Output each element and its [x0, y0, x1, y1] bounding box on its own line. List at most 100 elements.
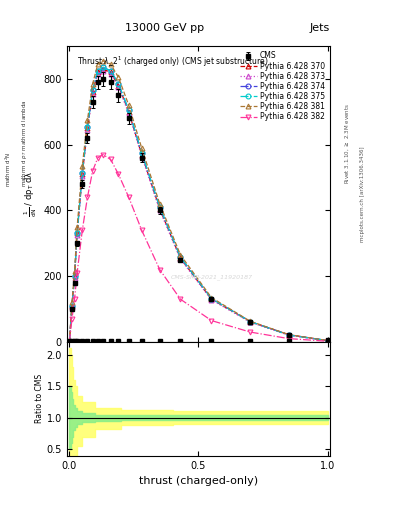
- Line: Pythia 6.428 381: Pythia 6.428 381: [67, 58, 330, 345]
- Pythia 6.428 370: [80, 171, 84, 177]
- Pythia 6.428 375: [325, 337, 330, 344]
- Pythia 6.428 370: [209, 296, 214, 302]
- Pythia 6.428 382: [157, 267, 162, 273]
- Pythia 6.428 370: [127, 109, 131, 115]
- Pythia 6.428 374: [178, 254, 183, 260]
- Pythia 6.428 375: [95, 68, 100, 74]
- Pythia 6.428 370: [75, 230, 79, 237]
- Pythia 6.428 374: [108, 68, 113, 74]
- Pythia 6.428 374: [127, 107, 131, 113]
- Pythia 6.428 382: [116, 171, 121, 177]
- Pythia 6.428 373: [67, 339, 72, 345]
- Pythia 6.428 382: [75, 270, 79, 276]
- Pythia 6.428 374: [75, 230, 79, 237]
- Pythia 6.428 373: [85, 127, 90, 133]
- Pythia 6.428 373: [248, 319, 252, 325]
- Pythia 6.428 382: [101, 152, 105, 158]
- Pythia 6.428 374: [116, 81, 121, 87]
- Pythia 6.428 374: [157, 204, 162, 210]
- Pythia 6.428 381: [178, 252, 183, 258]
- Pythia 6.428 375: [286, 332, 291, 338]
- Pythia 6.428 373: [90, 91, 95, 97]
- Pythia 6.428 381: [80, 163, 84, 169]
- Pythia 6.428 382: [70, 316, 74, 322]
- Pythia 6.428 370: [72, 273, 77, 279]
- Text: mathrm d$^2$N

mathrm d $p_T$ mathrm d lambda: mathrm d$^2$N mathrm d $p_T$ mathrm d la…: [4, 99, 29, 187]
- Line: Pythia 6.428 373: Pythia 6.428 373: [67, 68, 330, 345]
- Pythia 6.428 370: [67, 339, 72, 345]
- Pythia 6.428 381: [127, 102, 131, 109]
- Pythia 6.428 381: [157, 201, 162, 207]
- Pythia 6.428 370: [248, 318, 252, 325]
- X-axis label: thrust (charged-only): thrust (charged-only): [139, 476, 258, 486]
- Pythia 6.428 381: [70, 300, 74, 306]
- Pythia 6.428 374: [80, 169, 84, 176]
- Pythia 6.428 381: [101, 58, 105, 64]
- Pythia 6.428 382: [108, 156, 113, 162]
- Pythia 6.428 382: [325, 338, 330, 344]
- Pythia 6.428 375: [178, 254, 183, 260]
- Pythia 6.428 370: [108, 69, 113, 75]
- Pythia 6.428 370: [85, 125, 90, 131]
- Pythia 6.428 373: [80, 173, 84, 179]
- Pythia 6.428 370: [157, 206, 162, 212]
- Pythia 6.428 373: [139, 153, 144, 159]
- Pythia 6.428 375: [157, 204, 162, 210]
- Pythia 6.428 373: [178, 256, 183, 262]
- Pythia 6.428 374: [209, 295, 214, 302]
- Y-axis label: Ratio to CMS: Ratio to CMS: [35, 374, 44, 423]
- Pythia 6.428 374: [72, 273, 77, 279]
- Pythia 6.428 375: [70, 303, 74, 309]
- Pythia 6.428 381: [286, 332, 291, 338]
- Line: Pythia 6.428 374: Pythia 6.428 374: [67, 65, 330, 345]
- Pythia 6.428 370: [95, 69, 100, 75]
- Pythia 6.428 375: [72, 273, 77, 279]
- Pythia 6.428 370: [116, 82, 121, 89]
- Pythia 6.428 373: [95, 71, 100, 77]
- Pythia 6.428 375: [108, 68, 113, 74]
- Pythia 6.428 382: [178, 296, 183, 302]
- Pythia 6.428 381: [108, 61, 113, 67]
- Pythia 6.428 382: [139, 227, 144, 233]
- Pythia 6.428 382: [85, 194, 90, 200]
- Line: Pythia 6.428 370: Pythia 6.428 370: [67, 67, 330, 345]
- Pythia 6.428 375: [139, 150, 144, 156]
- Pythia 6.428 374: [70, 303, 74, 309]
- Pythia 6.428 370: [139, 152, 144, 158]
- Pythia 6.428 381: [116, 74, 121, 80]
- Line: Pythia 6.428 375: Pythia 6.428 375: [67, 65, 330, 345]
- Pythia 6.428 373: [70, 304, 74, 310]
- Pythia 6.428 382: [95, 155, 100, 161]
- Pythia 6.428 374: [85, 123, 90, 130]
- Text: CMS-SMP-2021_11920187: CMS-SMP-2021_11920187: [171, 274, 253, 280]
- Pythia 6.428 381: [209, 294, 214, 301]
- Pythia 6.428 375: [80, 169, 84, 176]
- Pythia 6.428 370: [101, 66, 105, 72]
- Pythia 6.428 370: [70, 303, 74, 309]
- Pythia 6.428 373: [108, 71, 113, 77]
- Pythia 6.428 381: [75, 224, 79, 230]
- Pythia 6.428 374: [101, 65, 105, 71]
- Pythia 6.428 382: [248, 329, 252, 335]
- Pythia 6.428 381: [325, 337, 330, 344]
- Pythia 6.428 375: [248, 318, 252, 325]
- Pythia 6.428 373: [116, 84, 121, 90]
- Pythia 6.428 373: [286, 332, 291, 338]
- Pythia 6.428 382: [67, 339, 72, 345]
- Pythia 6.428 370: [178, 255, 183, 261]
- Pythia 6.428 381: [95, 61, 100, 67]
- Pythia 6.428 374: [248, 318, 252, 325]
- Pythia 6.428 375: [209, 295, 214, 302]
- Text: Rivet 3.1.10, $\geq$ 2.3M events: Rivet 3.1.10, $\geq$ 2.3M events: [344, 103, 351, 184]
- Pythia 6.428 375: [75, 230, 79, 237]
- Pythia 6.428 382: [286, 335, 291, 342]
- Pythia 6.428 373: [157, 207, 162, 214]
- Pythia 6.428 373: [127, 111, 131, 117]
- Pythia 6.428 373: [72, 275, 77, 281]
- Text: mcplots.cern.ch [arXiv:1306.3436]: mcplots.cern.ch [arXiv:1306.3436]: [360, 147, 365, 242]
- Pythia 6.428 381: [90, 81, 95, 87]
- Pythia 6.428 373: [101, 68, 105, 74]
- Pythia 6.428 382: [209, 317, 214, 324]
- Pythia 6.428 375: [127, 107, 131, 113]
- Pythia 6.428 381: [248, 318, 252, 324]
